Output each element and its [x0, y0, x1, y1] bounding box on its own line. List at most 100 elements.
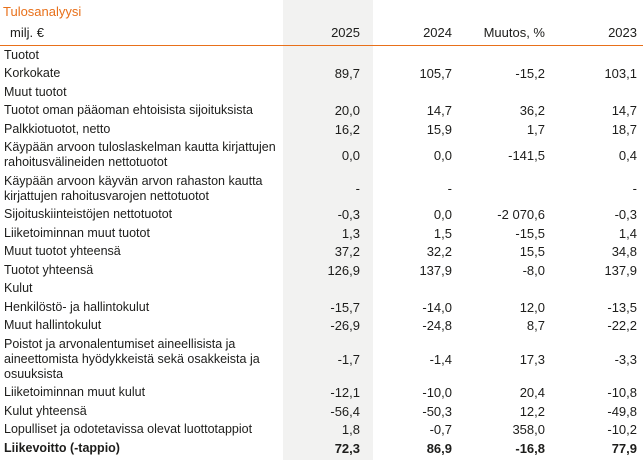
cell-2023: -13,5: [607, 299, 637, 315]
cell-2023: -0,3: [614, 207, 637, 223]
cell-2025: 16,2: [334, 121, 360, 137]
table-body: Tuotot Korkokate 89,7 105,7 -15,2 103,1 Muut t…: [0, 46, 643, 458]
cell-2024: [373, 46, 452, 65]
table-row: Tuotot: [0, 46, 643, 65]
cell-2024: 105,7: [419, 66, 452, 82]
cell-2023: [545, 83, 643, 102]
table-row: Korkokate 89,7 105,7 -15,2 103,1: [0, 65, 643, 84]
cell-2025: -1,7: [337, 351, 360, 367]
cell-2025: -: [355, 181, 360, 197]
table-row: Sijoituskiinteistöjen nettotuotot -0,3 0,0…: [0, 206, 643, 225]
table-row: Henkilöstö- ja hallintokulut -15,7 -14,0 12…: [0, 298, 643, 317]
cell-2024: -0,7: [429, 422, 452, 438]
cell-muutos: 20,4: [519, 385, 545, 401]
cell-2023: 77,9: [611, 440, 637, 456]
row-label: Korkokate: [4, 66, 61, 81]
cell-2024: [373, 280, 452, 299]
cell-2024: 137,9: [419, 262, 452, 278]
cell-2025: 89,7: [334, 66, 360, 82]
row-label: Käypään arvoon käyvän arvon rahaston kau…: [4, 173, 263, 203]
cell-2024: 15,9: [426, 121, 452, 137]
unit-label: milj. €: [0, 19, 283, 46]
cell-2025: [283, 280, 373, 299]
cell-muutos: [452, 172, 545, 206]
column-header-2024: 2024: [373, 19, 452, 46]
table-row: Lopulliset ja odotetavissa olevat luotto…: [0, 421, 643, 440]
table-row: Muut tuotot: [0, 83, 643, 102]
cell-muutos: 12,2: [519, 403, 545, 419]
cell-muutos: 17,3: [519, 351, 545, 367]
cell-muutos: 8,7: [526, 318, 545, 334]
cell-muutos: 1,7: [526, 121, 545, 137]
cell-2023: 18,7: [611, 121, 637, 137]
cell-2025: 72,3: [334, 440, 360, 456]
cell-muutos: -8,0: [522, 262, 545, 278]
cell-2025: 126,9: [327, 262, 360, 278]
row-label: Kulut yhteensä: [4, 403, 87, 418]
table-row: Poistot ja arvonalentumiset aineellisist…: [0, 335, 643, 384]
cell-2023: -10,2: [607, 422, 637, 438]
table-row: Muut tuotot yhteensä 37,2 32,2 15,5 34,8: [0, 243, 643, 262]
cell-2023: -49,8: [607, 403, 637, 419]
cell-2023: [545, 280, 643, 299]
table-row: Palkkiotuotot, netto 16,2 15,9 1,7 18,7: [0, 120, 643, 139]
cell-2024: -: [447, 181, 452, 197]
cell-2023: -22,2: [607, 318, 637, 334]
row-label: Tuotot oman pääoman ehtoisista sijoituks…: [4, 103, 253, 118]
cell-muutos: 358,0: [512, 422, 545, 438]
row-label: Lopulliset ja odotetavissa olevat luotto…: [4, 422, 253, 437]
cell-2025: 20,0: [334, 103, 360, 119]
row-label: Muut hallintokulut: [4, 318, 102, 333]
cell-muutos: [452, 46, 545, 65]
row-label: Tuotot yhteensä: [4, 262, 94, 277]
row-label: Liiketoiminnan muut kulut: [4, 385, 146, 400]
cell-2025: 37,2: [334, 244, 360, 260]
cell-2023: 103,1: [604, 66, 637, 82]
cell-2025: 1,8: [341, 422, 360, 438]
column-header-muutos: Muutos, %: [452, 19, 545, 46]
cell-2024: -1,4: [429, 351, 452, 367]
column-header-2025: 2025: [283, 19, 373, 46]
table-row: Käypään arvoon käyvän arvon rahaston kau…: [0, 172, 643, 206]
cell-2024: -10,0: [422, 385, 452, 401]
cell-2025: -0,3: [337, 207, 360, 223]
cell-2024: -14,0: [422, 299, 452, 315]
cell-2024: [373, 83, 452, 102]
current-year-column-highlight: [283, 0, 373, 460]
cell-2025: [283, 46, 373, 65]
cell-2024: -50,3: [422, 403, 452, 419]
row-label: Palkkiotuotot, netto: [4, 121, 111, 136]
cell-muutos: -141,5: [508, 147, 545, 163]
cell-2023: -10,8: [607, 385, 637, 401]
cell-2023: -: [632, 181, 637, 197]
table-row: Liiketoiminnan muut tuotot 1,3 1,5 -15,5 1,4: [0, 224, 643, 243]
table-row: Liikevoitto (-tappio) 72,3 86,9 -16,8 77,9: [0, 439, 643, 458]
table-row: Tuotot oman pääoman ehtoisista sijoituks…: [0, 102, 643, 121]
table-row: Kulut yhteensä -56,4 -50,3 12,2 -49,8: [0, 402, 643, 421]
cell-2023: -3,3: [614, 351, 637, 367]
cell-2025: -12,1: [330, 385, 360, 401]
table-row: Käypään arvoon tuloslaskelman kautta kir…: [0, 139, 643, 173]
table-row: Liiketoiminnan muut kulut -12,1 -10,0 20,4 -…: [0, 384, 643, 403]
cell-2023: 0,4: [618, 147, 637, 163]
row-label: Kulut: [4, 281, 33, 296]
row-label: Henkilöstö- ja hallintokulut: [4, 299, 150, 314]
page-title: Tulosanalyysi: [3, 4, 82, 19]
table-header-row: milj. € 2025 2024 Muutos, % 2023: [0, 19, 643, 46]
cell-2025: 0,0: [341, 147, 360, 163]
cell-2025: 1,3: [341, 225, 360, 241]
cell-2023: 1,4: [618, 225, 637, 241]
cell-2025: -26,9: [330, 318, 360, 334]
cell-2023: [545, 46, 643, 65]
cell-muutos: -2 070,6: [497, 207, 545, 223]
cell-2024: 32,2: [426, 244, 452, 260]
cell-2024: 1,5: [433, 225, 452, 241]
column-header-2023: 2023: [545, 19, 643, 46]
cell-2025: -56,4: [330, 403, 360, 419]
cell-muutos: [452, 280, 545, 299]
row-label: Sijoituskiinteistöjen nettotuotot: [4, 207, 173, 222]
cell-2023: 34,8: [611, 244, 637, 260]
table-row: Muut hallintokulut -26,9 -24,8 8,7 -22,2: [0, 317, 643, 336]
cell-2024: -24,8: [422, 318, 452, 334]
